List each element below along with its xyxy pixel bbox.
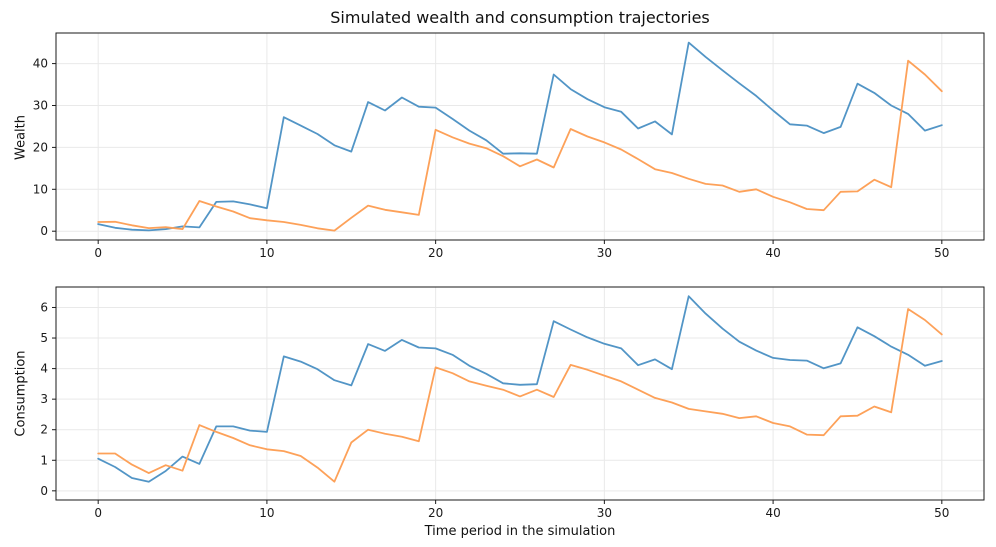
axes-spines: [55, 32, 985, 241]
x-tick-label: 0: [94, 506, 102, 520]
y-tick-label: 20: [33, 140, 48, 154]
x-tick-label: 30: [597, 506, 612, 520]
y-tick-label: 5: [40, 331, 48, 345]
x-tick-label: 40: [765, 506, 780, 520]
y-tick-label: 0: [40, 484, 48, 498]
x-axis-label: Time period in the simulation: [424, 524, 616, 539]
wealth-orange-line: [97, 59, 943, 232]
y-tick-label: 3: [40, 392, 48, 406]
x-tick-label: 20: [428, 246, 443, 260]
x-tick-label: 10: [259, 506, 274, 520]
x-tick-label: 50: [934, 246, 949, 260]
y-tick-label: 4: [40, 362, 48, 376]
x-tick-label: 0: [94, 246, 102, 260]
figure-title: Simulated wealth and consumption traject…: [330, 8, 710, 27]
consumption-panel: 0 10 20 30 40 50 0 1 2 3 4 5 6: [40, 286, 985, 520]
wealth-panel: 0 10 20 30 40 50 0 10 20 30 40: [33, 32, 985, 260]
y-tick-label: 1: [40, 453, 48, 467]
consumption-blue-line: [97, 295, 943, 483]
x-tick-label: 40: [765, 246, 780, 260]
y-tick-label: 2: [40, 423, 48, 437]
y-tick-label: 10: [33, 182, 48, 196]
axes-spines: [55, 286, 985, 501]
wealth-blue-line: [97, 41, 943, 232]
y-tick-label: 30: [33, 98, 48, 112]
x-tick-label: 50: [934, 506, 949, 520]
x-tick-label: 30: [597, 246, 612, 260]
y-tick-label: 40: [33, 57, 48, 71]
y-tick-label: 6: [40, 300, 48, 314]
consumption-orange-line: [97, 308, 943, 483]
y-tick-label: 0: [40, 224, 48, 238]
x-tick-label: 20: [428, 506, 443, 520]
x-tick-label: 10: [259, 246, 274, 260]
